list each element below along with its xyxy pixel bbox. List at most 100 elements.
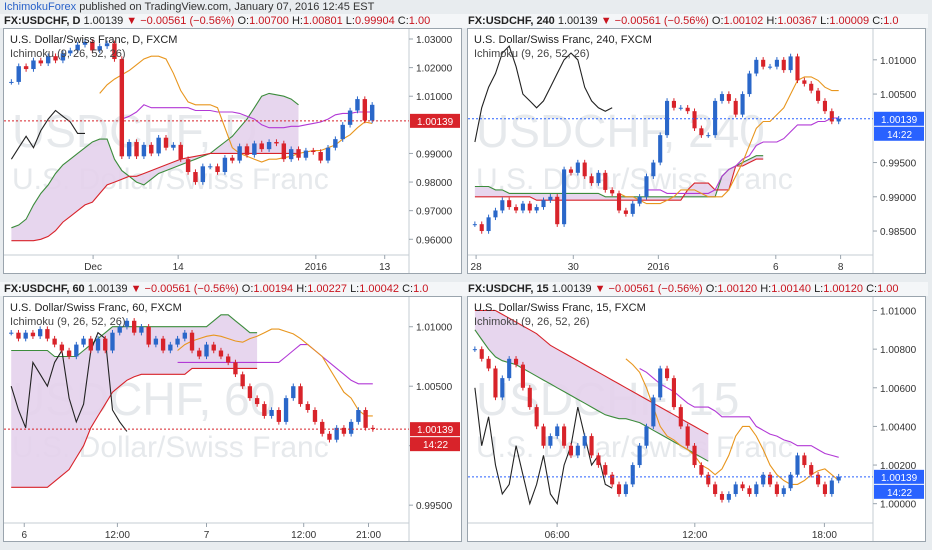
plot-area[interactable]: USDCHF, D U.S. Dollar/Swiss Franc 1.03000 1… <box>3 28 462 274</box>
y-tick-label: 0.98000 <box>416 178 453 189</box>
candle-body <box>816 474 821 485</box>
candle-body <box>222 157 228 173</box>
author-link[interactable]: IchimokuForex <box>4 1 77 13</box>
candle-body <box>781 488 786 495</box>
candle-body <box>23 332 28 339</box>
symbol-label[interactable]: FX:USDCHF, 240 <box>468 15 555 27</box>
candle-body <box>527 387 532 408</box>
price-tag-label: 1.00139 <box>417 117 454 128</box>
candle-body <box>312 410 318 422</box>
candle-body <box>327 433 332 440</box>
chart-svg[interactable]: USDCHF, DU.S. Dollar/Swiss Franc1.030001… <box>4 29 461 273</box>
candle-body <box>747 488 752 495</box>
candle-body <box>726 494 731 500</box>
candle-body <box>513 358 519 365</box>
candle-body <box>678 407 683 427</box>
y-tick-label: 0.99000 <box>416 149 453 160</box>
candle-body <box>740 94 745 115</box>
candle-body <box>9 81 14 83</box>
candle-body <box>117 326 122 333</box>
candle-body <box>795 455 800 475</box>
candle-body <box>623 484 628 495</box>
chikou-span-line <box>474 387 613 506</box>
price-tag-box <box>874 469 924 484</box>
candle-body <box>347 110 353 125</box>
ichimoku-cloud <box>11 314 258 488</box>
low-value: 1.00120 <box>823 283 864 295</box>
symbol-label[interactable]: FX:USDCHF, 60 <box>4 283 85 295</box>
down-arrow-icon: ▼ <box>600 15 612 27</box>
chart-title: U.S. Dollar/Swiss Franc, 15, FXCM <box>474 302 646 314</box>
candle-body <box>274 142 279 144</box>
y-tick-label: 1.00500 <box>880 90 917 101</box>
candle-body <box>247 386 253 399</box>
candle-body <box>781 59 786 71</box>
chart-svg[interactable]: USDCHF, 240 U.S. Dollar/Swiss Franc 1.0100… <box>468 29 925 273</box>
symbol-label[interactable]: FX:USDCHF, 15 <box>468 283 549 295</box>
last-price: 1.00139 <box>83 15 124 27</box>
candle-body <box>644 426 649 446</box>
x-tick-label: 2016 <box>305 262 328 273</box>
candle-body <box>713 100 718 136</box>
high-value: 1.00367 <box>777 15 818 27</box>
time-tag-box <box>874 126 924 141</box>
candle-body <box>288 149 294 160</box>
chart-panel-60: FX:USDCHF, 60 1.00139 ▼ −0.00561 (−0.56%… <box>0 282 464 544</box>
candle-body <box>240 374 245 387</box>
close-value: 1.00 <box>877 283 899 295</box>
plot-area[interactable]: USDCHF, 15 U.S. Dollar/Swiss Franc 1.01000… <box>467 296 926 542</box>
candle-body <box>541 200 546 208</box>
candle-body <box>303 150 309 158</box>
chart-svg[interactable]: USDCHF, 15U.S. Dollar/Swiss Franc1.01000… <box>468 297 925 541</box>
symbol-label[interactable]: FX:USDCHF, D <box>4 15 81 27</box>
tenkan-sen-line <box>625 358 840 485</box>
plot-area[interactable]: USDCHF, 60 U.S. Dollar/Swiss Franc 1.01000… <box>3 296 462 542</box>
candle-body <box>23 66 29 70</box>
x-tick-label: Dec <box>84 262 102 273</box>
candle-body <box>163 137 169 148</box>
candle-body <box>218 350 224 357</box>
chart-panel-240: FX:USDCHF, 240 1.00139 ▼ −0.00561 (−0.56… <box>464 14 928 276</box>
candle-body <box>110 332 115 351</box>
panel-header: FX:USDCHF, 15 1.00139 ▼ −0.00561 (−0.56%… <box>464 282 928 296</box>
candle-body <box>200 166 206 183</box>
low-label: L: <box>814 283 824 295</box>
candle-body <box>182 332 187 339</box>
candle-body <box>836 118 841 122</box>
y-tick-label: 1.03000 <box>416 35 453 46</box>
high-label: H: <box>760 283 772 295</box>
candle-body <box>706 135 711 137</box>
candle-body <box>30 332 36 337</box>
x-tick-label: 18:00 <box>812 530 837 541</box>
watermark-name: U.S. Dollar/Swiss Franc <box>476 431 793 464</box>
x-tick-label: 7 <box>204 530 210 541</box>
candle-body <box>156 137 161 154</box>
down-arrow-icon: ▼ <box>130 283 142 295</box>
high-label: H: <box>296 283 308 295</box>
kijun-sen-line <box>121 104 373 129</box>
close-label: C: <box>397 15 409 27</box>
candle-body <box>630 465 635 485</box>
indicator-label: Ichimoku (9, 26, 52, 26) <box>474 48 590 60</box>
change-label: −0.00561 (−0.56%) <box>614 15 709 27</box>
candle-body <box>692 111 697 129</box>
plot-area[interactable]: USDCHF, 240 U.S. Dollar/Swiss Franc 1.0100… <box>467 28 926 274</box>
candle-body <box>291 386 296 399</box>
candle-body <box>527 203 532 211</box>
candle-body <box>816 90 821 101</box>
candle-body <box>616 193 622 211</box>
candle-body <box>211 344 216 351</box>
candle-body <box>658 135 663 163</box>
candle-body <box>16 332 21 339</box>
close-value: 1.0 <box>883 15 899 27</box>
candle-body <box>175 338 180 345</box>
chart-title: U.S. Dollar/Swiss Franc, 60, FXCM <box>10 302 182 314</box>
y-tick-label: 1.00400 <box>880 422 917 433</box>
candle-body <box>637 196 642 204</box>
close-value: 1.00 <box>408 15 431 27</box>
candle-body <box>719 94 725 101</box>
candle-body <box>507 200 512 208</box>
candle-body <box>252 143 257 155</box>
indicator-label: Ichimoku (9, 26, 52, 26) <box>10 48 126 60</box>
chart-svg[interactable]: USDCHF, 60U.S. Dollar/Swiss Franc1.01000… <box>4 297 461 541</box>
